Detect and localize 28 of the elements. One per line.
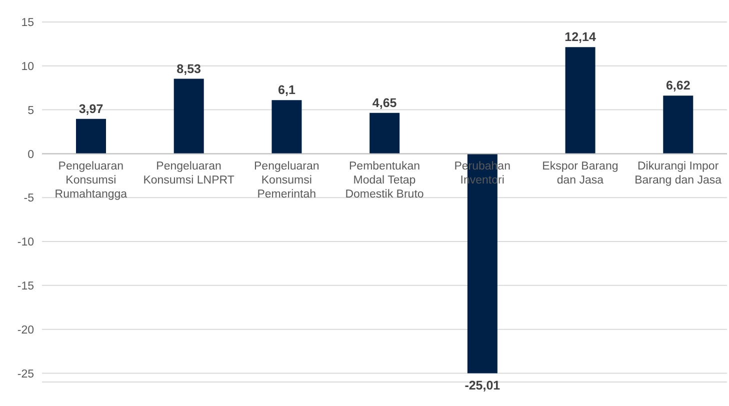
x-tick-label: Pengeluaran Konsumsi Rumahtangga (54, 160, 128, 201)
y-tick-label: 15 (21, 17, 34, 30)
y-tick-label: 10 (21, 60, 34, 73)
y-tick-label: 0 (28, 148, 34, 161)
data-label: 4,65 (372, 96, 397, 110)
data-label: 6,62 (666, 78, 690, 93)
y-tick-label: -20 (17, 324, 34, 336)
y-tick-label: 5 (28, 104, 34, 117)
bar (370, 112, 400, 154)
y-tick-label: -10 (17, 236, 34, 249)
y-tick-label: -5 (24, 192, 34, 205)
y-tick-label: -25 (17, 368, 34, 380)
x-tick-label: Pembentukan Modal Tetap Domestik Bruto (345, 160, 424, 201)
data-label: 3,97 (78, 102, 104, 116)
x-tick-label: Dikurangi Impor Barang dan Jasa (634, 160, 722, 187)
x-tick-label: Ekspor Barang dan Jasa (542, 160, 618, 187)
bar (565, 47, 596, 154)
y-tick-label: -15 (17, 280, 34, 292)
data-label: 6,1 (278, 83, 296, 98)
data-label: -25,01 (464, 378, 500, 392)
data-label: 12,14 (564, 30, 596, 44)
x-tick-label: Pengeluaran Konsumsi Pemerintah (254, 160, 320, 201)
bar (663, 96, 694, 154)
bar (76, 118, 106, 154)
bar (272, 100, 302, 154)
x-tick-label: Pengeluaran Konsumsi LNPRT (143, 160, 234, 187)
bar (174, 78, 204, 154)
data-label: 8,53 (176, 62, 202, 76)
